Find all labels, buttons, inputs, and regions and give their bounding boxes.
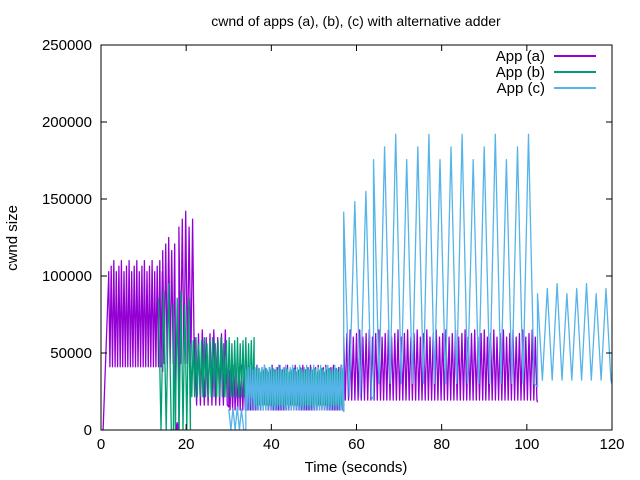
x-tick-label: 100 — [514, 436, 539, 453]
legend: App (a)App (b)App (c) — [496, 48, 596, 97]
x-tick-label: 120 — [599, 436, 624, 453]
y-tick-labels: 0 50000 100000 150000 200000 250000 — [42, 37, 92, 439]
y-tick-label: 250000 — [42, 37, 92, 54]
x-tick-label: 80 — [433, 436, 450, 453]
x-axis-title: Time (seconds) — [305, 459, 408, 476]
series-line-3 — [228, 133, 612, 430]
x-tick-labels: 0 20 40 60 80 100 120 — [97, 436, 625, 453]
y-axis-title: cwnd size — [4, 205, 21, 271]
y-tick-label: 50000 — [50, 345, 92, 362]
x-tick-label: 60 — [348, 436, 365, 453]
y-tick-label: 100000 — [42, 268, 92, 285]
y-tick-label: 150000 — [42, 191, 92, 208]
y-tick-label: 200000 — [42, 114, 92, 131]
y-tick-label: 0 — [84, 422, 92, 439]
legend-label: App (a) — [496, 48, 545, 65]
tick-marks — [100, 44, 613, 431]
legend-label: App (c) — [497, 80, 545, 97]
x-tick-label: 40 — [263, 436, 280, 453]
legend-label: App (b) — [496, 64, 545, 81]
chart-title: cwnd of apps (a), (b), (c) with alternat… — [211, 13, 501, 29]
x-tick-label: 0 — [97, 436, 105, 453]
x-tick-label: 20 — [178, 436, 195, 453]
